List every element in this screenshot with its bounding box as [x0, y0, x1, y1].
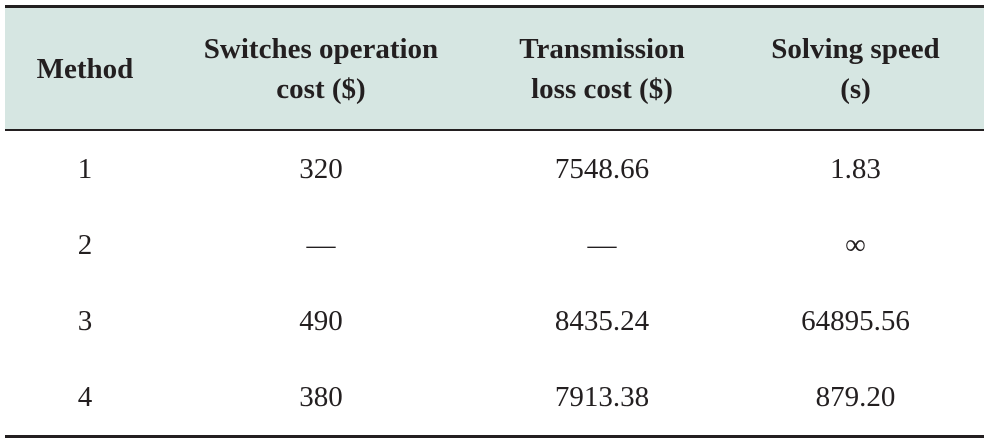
table-cell-solving-speed: 1.83	[830, 152, 881, 185]
table-cell-switches-cost: —	[306, 228, 336, 261]
table-cell-solving-speed: 879.20	[815, 380, 896, 413]
header-solving-line2: (s)	[840, 72, 871, 105]
table-cell-method: 1	[77, 152, 93, 185]
table-header-row	[5, 8, 984, 129]
top-rule	[5, 5, 984, 8]
header-switches-line1: Switches operation	[203, 32, 439, 65]
table-cell-switches-cost: 490	[299, 304, 343, 337]
bottom-rule	[5, 435, 984, 438]
header-transmission-line1: Transmission	[519, 32, 685, 65]
table-cell-switches-cost: 320	[299, 152, 343, 185]
header-transmission-loss-cost: Transmission loss cost ($)	[477, 8, 727, 129]
header-switches-operation-cost: Switches operation cost ($)	[165, 8, 477, 129]
table-cell-method: 3	[77, 304, 93, 337]
header-transmission-line2: loss cost ($)	[531, 72, 673, 105]
header-solving-line1: Solving speed	[771, 32, 940, 65]
header-method-line1: Method	[36, 52, 134, 85]
table-cell-transmission-cost: 7913.38	[554, 380, 650, 413]
table-cell-transmission-cost: —	[587, 228, 617, 261]
header-method: Method	[5, 8, 165, 129]
header-rule	[5, 129, 984, 131]
header-switches-line2: cost ($)	[276, 72, 366, 105]
header-solving-speed: Solving speed (s)	[727, 8, 984, 129]
results-table: Method Switches operation cost ($) Trans…	[5, 5, 984, 438]
table-cell-method: 2	[77, 228, 93, 261]
table-cell-method: 4	[77, 380, 93, 413]
table-cell-transmission-cost: 8435.24	[554, 304, 650, 337]
table-cell-solving-speed: ∞	[845, 228, 866, 261]
table-cell-transmission-cost: 7548.66	[554, 152, 650, 185]
table-cell-switches-cost: 380	[299, 380, 343, 413]
table-cell-solving-speed: 64895.56	[801, 304, 910, 337]
